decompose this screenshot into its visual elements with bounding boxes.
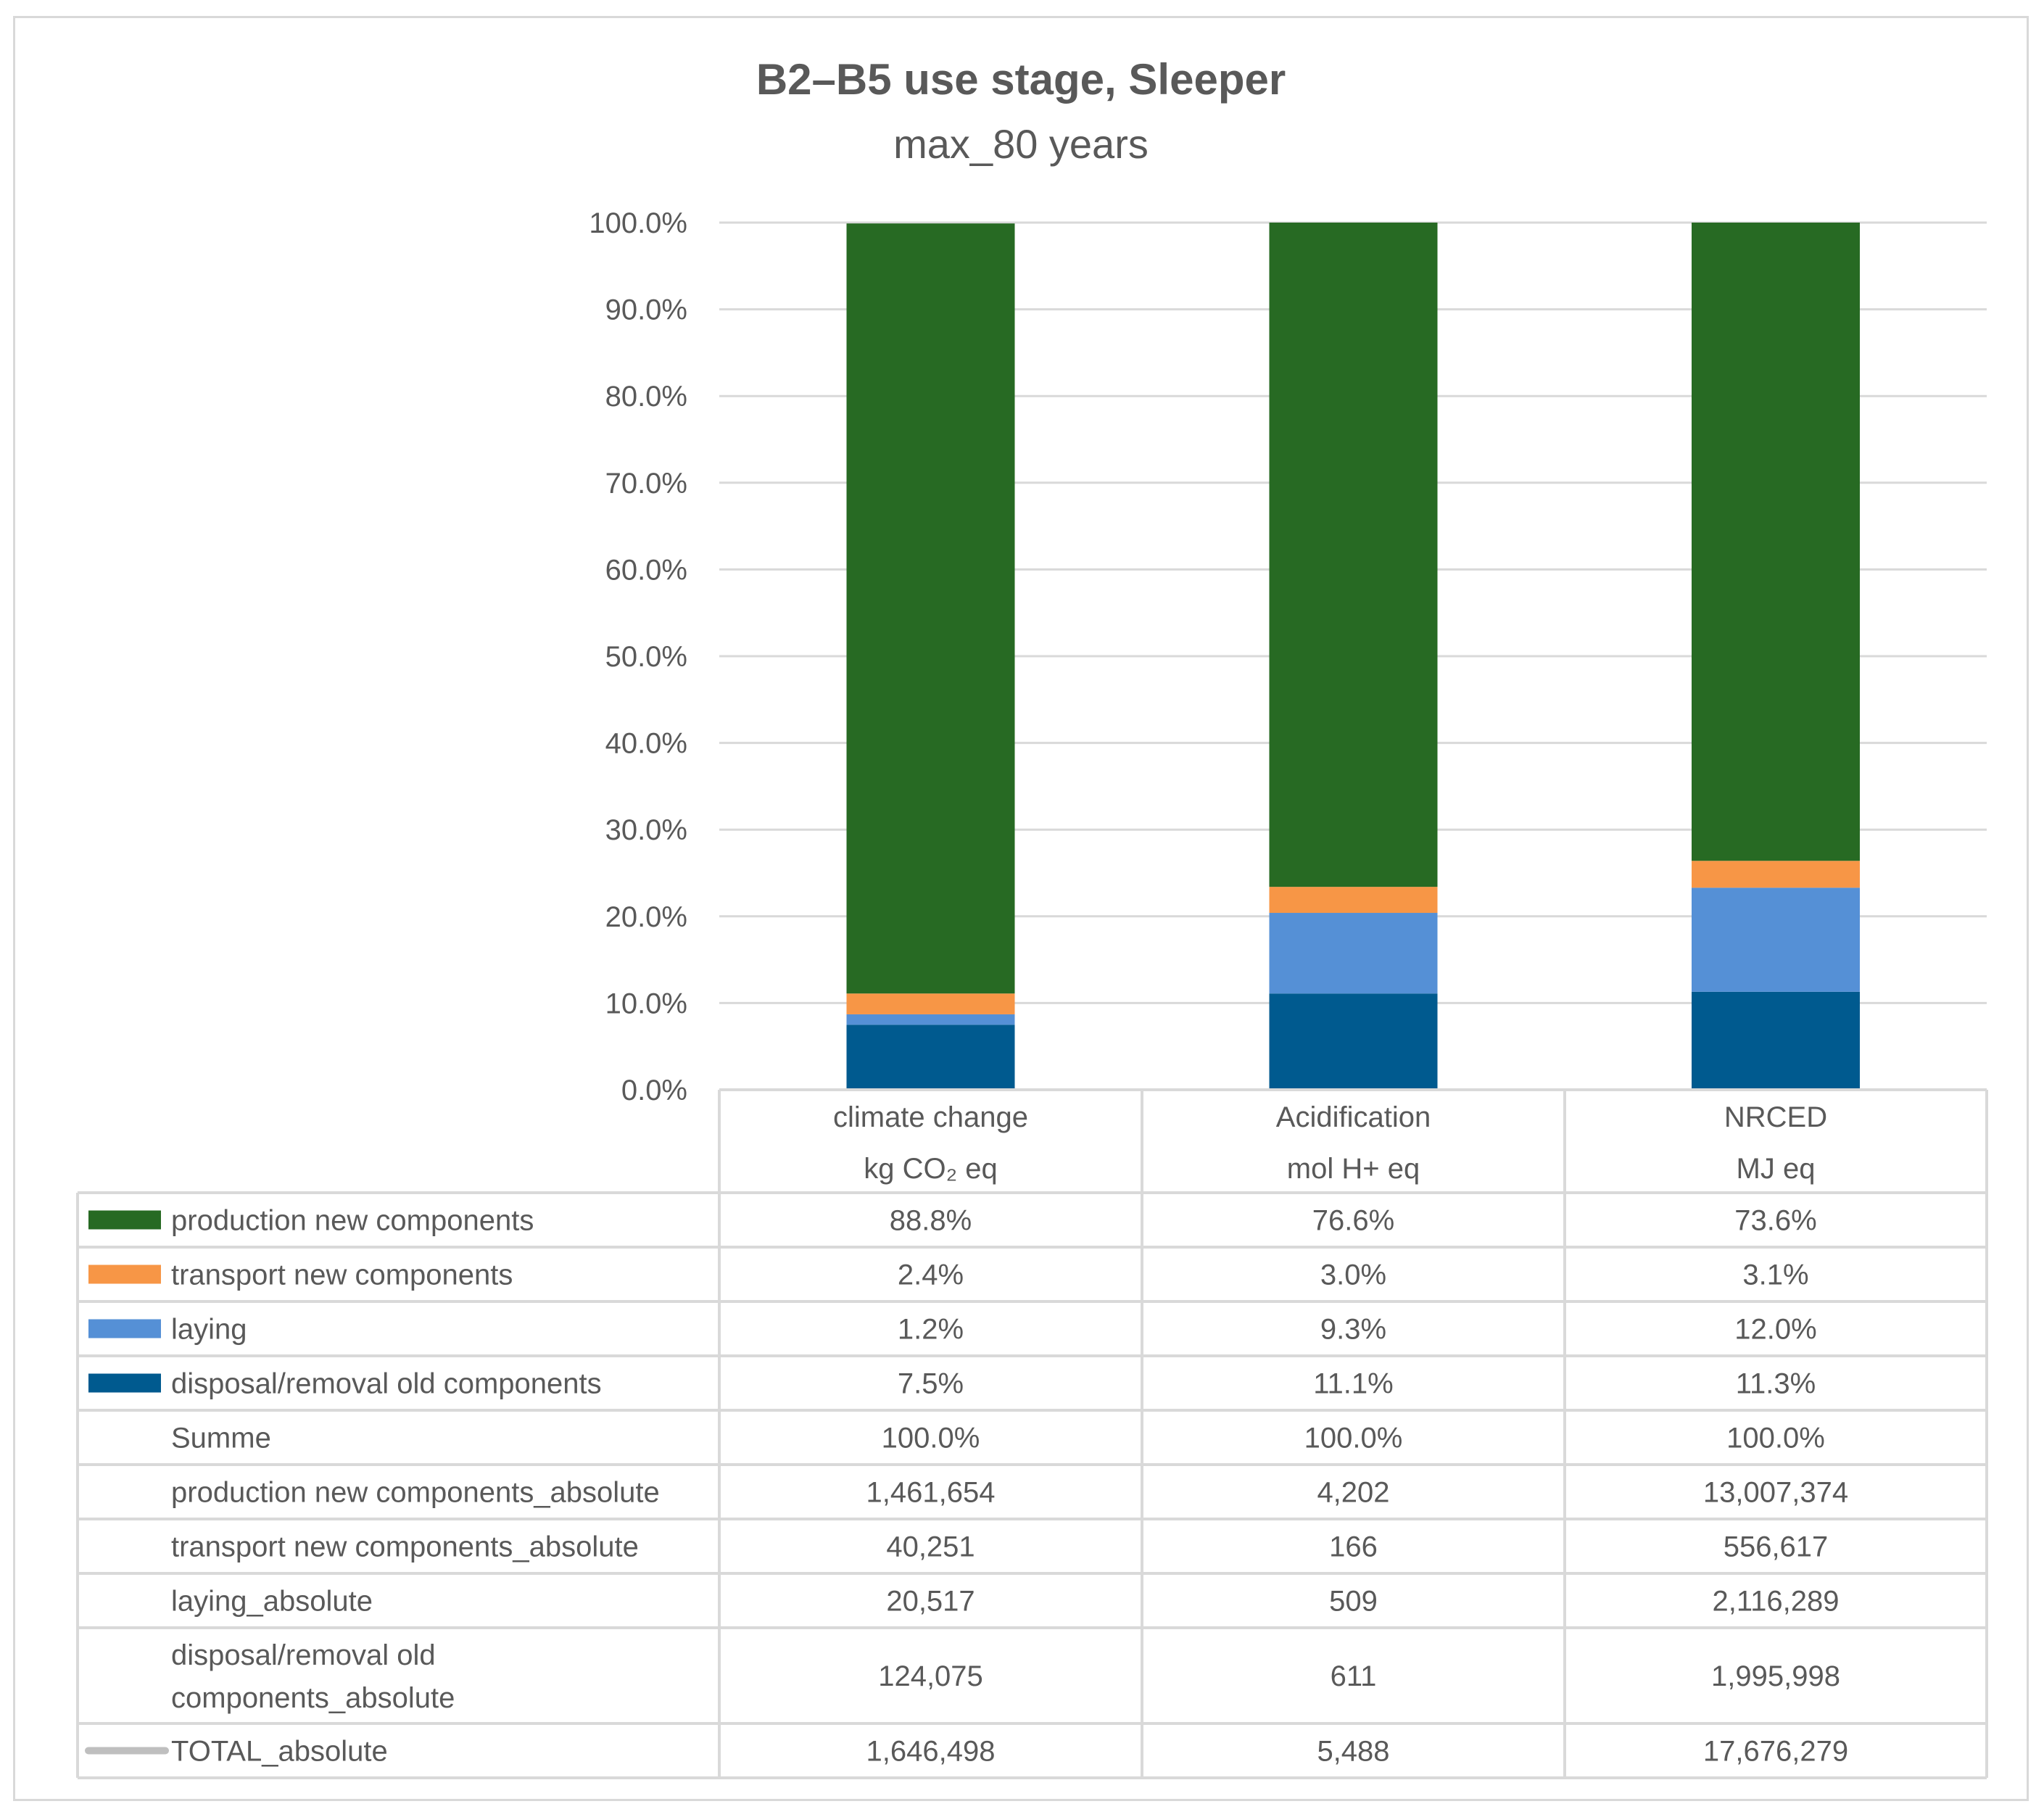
table-cell-value: 1,461,654 bbox=[866, 1477, 996, 1509]
table-cell-value: 40,251 bbox=[886, 1531, 975, 1563]
y-tick-label: 90.0% bbox=[605, 294, 687, 326]
table-cell-value: 5,488 bbox=[1317, 1736, 1389, 1768]
table-cell-value: 1,646,498 bbox=[866, 1736, 996, 1768]
y-tick-label: 0.0% bbox=[621, 1075, 687, 1106]
table-cell-value: 9.3% bbox=[1320, 1314, 1386, 1346]
y-tick-label: 80.0% bbox=[605, 381, 687, 413]
table-cell-value: 611 bbox=[1331, 1660, 1377, 1692]
table-cell-value: 3.0% bbox=[1320, 1259, 1386, 1291]
bar-segment bbox=[846, 993, 1015, 1014]
row-label: transport new components bbox=[171, 1259, 513, 1291]
chart-frame bbox=[13, 16, 2029, 1801]
bars bbox=[846, 223, 1860, 1090]
chart-title: B2–B5 use stage, Sleeper bbox=[756, 55, 1286, 104]
y-tick-label: 70.0% bbox=[605, 468, 687, 500]
row-label: production new components_absolute bbox=[171, 1477, 660, 1509]
data-table: climate change kg CO₂ eq Acidification mol … bbox=[76, 1088, 1988, 1779]
table-cell-value: 100.0% bbox=[1726, 1423, 1825, 1454]
table-cell-value: 13,007,374 bbox=[1703, 1477, 1848, 1509]
table-cell-value: 73.6% bbox=[1734, 1205, 1816, 1237]
bar-segment bbox=[1692, 991, 1860, 1090]
table-cell-value: 11.1% bbox=[1313, 1368, 1393, 1400]
table-cell-value: 1,995,998 bbox=[1711, 1660, 1840, 1692]
legend-key bbox=[88, 1373, 161, 1393]
row-label: laying_absolute bbox=[171, 1586, 373, 1618]
table-cell-value: 556,617 bbox=[1724, 1531, 1829, 1563]
chart-subtitle: max_80 years bbox=[893, 121, 1149, 167]
legend-key bbox=[88, 1265, 161, 1284]
row-label: Summe bbox=[171, 1423, 271, 1454]
y-tick-label: 100.0% bbox=[589, 207, 687, 239]
y-tick-label: 60.0% bbox=[605, 554, 687, 586]
category-label: NRCED bbox=[1724, 1101, 1827, 1133]
row-label: transport new components_absolute bbox=[171, 1531, 639, 1563]
bar-segment bbox=[846, 1025, 1015, 1090]
table-cell-value: 4,202 bbox=[1317, 1477, 1389, 1509]
y-tick-label: 10.0% bbox=[605, 988, 687, 1019]
y-tick-label: 20.0% bbox=[605, 901, 687, 933]
bar-segment bbox=[1269, 223, 1438, 887]
bar-segment bbox=[1692, 223, 1860, 861]
category-unit: kg CO₂ eq bbox=[864, 1153, 998, 1185]
table-cell-value: 17,676,279 bbox=[1703, 1736, 1848, 1768]
table-cell-value: 1.2% bbox=[898, 1314, 964, 1346]
row-label: laying bbox=[171, 1314, 247, 1346]
table-cell-value: 11.3% bbox=[1736, 1368, 1816, 1400]
table-cell-value: 76.6% bbox=[1312, 1205, 1394, 1237]
y-tick-label: 50.0% bbox=[605, 641, 687, 673]
category-label: Acidification bbox=[1276, 1101, 1431, 1133]
row-label: disposal/removal old components bbox=[171, 1368, 602, 1400]
table-cell-value: 88.8% bbox=[890, 1205, 972, 1237]
category-label: climate change bbox=[833, 1101, 1028, 1133]
category-unit: mol H+ eq bbox=[1287, 1153, 1420, 1185]
legend-key bbox=[88, 1319, 161, 1338]
table-cell-value: 12.0% bbox=[1734, 1314, 1816, 1346]
row-label: disposal/removal old bbox=[171, 1639, 436, 1671]
row-label: TOTAL_absolute bbox=[171, 1736, 388, 1768]
table-cell-value: 2,116,289 bbox=[1713, 1586, 1840, 1618]
bar-segment bbox=[846, 223, 1015, 994]
bar-segment bbox=[1692, 887, 1860, 992]
table-cell-value: 124,075 bbox=[878, 1660, 983, 1692]
table-cell-value: 3.1% bbox=[1742, 1259, 1808, 1291]
table-cell-value: 166 bbox=[1329, 1531, 1378, 1563]
bar-segment bbox=[1692, 861, 1860, 888]
table-cell-value: 100.0% bbox=[1304, 1423, 1403, 1454]
table-cell-value: 20,517 bbox=[886, 1586, 975, 1618]
legend-key bbox=[88, 1210, 161, 1230]
y-tick-label: 30.0% bbox=[605, 814, 687, 846]
bar-segment bbox=[846, 1014, 1015, 1025]
row-label: production new components bbox=[171, 1205, 534, 1237]
bar-segment bbox=[1269, 913, 1438, 994]
table-cell-value: 509 bbox=[1329, 1586, 1378, 1618]
row-label: components_absolute bbox=[171, 1682, 455, 1714]
bar-segment bbox=[1269, 887, 1438, 914]
bar-segment bbox=[1269, 993, 1438, 1090]
category-unit: MJ eq bbox=[1737, 1153, 1816, 1185]
table-cell-value: 7.5% bbox=[898, 1368, 964, 1400]
y-axis-ticks: 0.0% 10.0% 20.0% 30.0% 40.0% 50.0% 60.0% 70.0% 8… bbox=[589, 207, 687, 1106]
table-cell-value: 100.0% bbox=[882, 1423, 980, 1454]
table-cell-value: 2.4% bbox=[898, 1259, 964, 1291]
y-tick-label: 40.0% bbox=[605, 728, 687, 760]
